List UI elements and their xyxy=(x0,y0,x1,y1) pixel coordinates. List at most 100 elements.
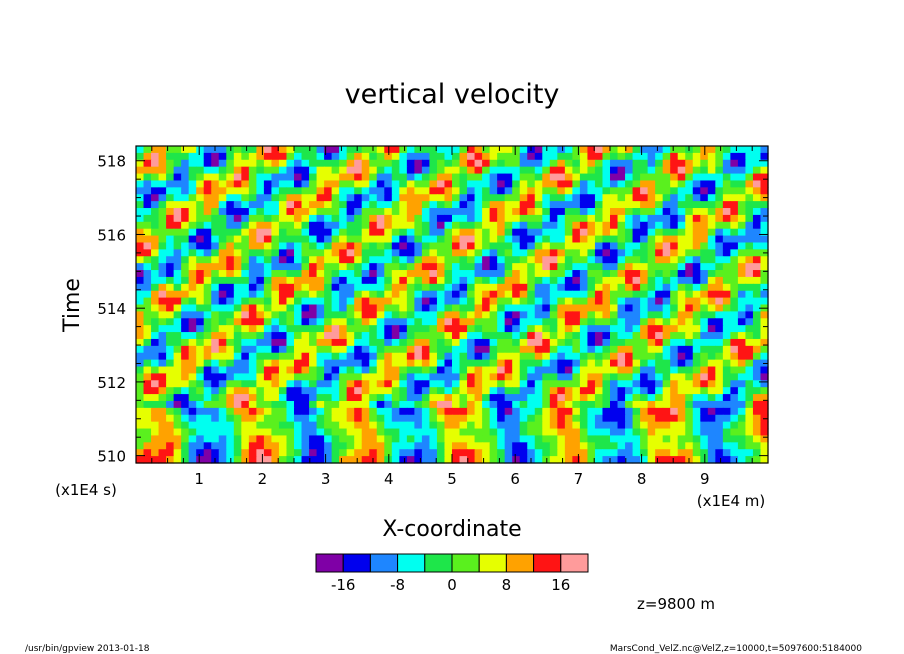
heatmap-cell xyxy=(760,228,769,237)
heatmap-cell xyxy=(354,263,363,271)
heatmap-cell xyxy=(557,373,566,381)
heatmap-cell xyxy=(256,290,265,299)
heatmap-cell xyxy=(489,221,498,230)
heatmap-cell xyxy=(610,180,619,188)
heatmap-cell xyxy=(549,228,558,237)
heatmap-cell xyxy=(482,242,491,250)
heatmap-cell xyxy=(173,449,182,457)
heatmap-cell xyxy=(677,228,686,237)
heatmap-cell xyxy=(512,194,521,202)
heatmap-cell xyxy=(203,318,212,326)
heatmap-cell xyxy=(143,304,152,312)
heatmap-cell xyxy=(752,166,762,175)
x-tick-label: 3 xyxy=(321,470,331,488)
heatmap-cell xyxy=(248,387,257,395)
heatmap-cell xyxy=(286,283,295,292)
heatmap-cell xyxy=(452,380,461,388)
heatmap-cell xyxy=(391,325,400,333)
heatmap-cell xyxy=(527,366,536,375)
heatmap-cell xyxy=(670,173,679,182)
heatmap-cell xyxy=(233,366,242,375)
heatmap-cell xyxy=(730,380,739,388)
heatmap-cell xyxy=(722,146,731,154)
heatmap-cell xyxy=(737,180,747,188)
heatmap-cell xyxy=(722,283,731,292)
heatmap-cell xyxy=(625,387,634,395)
heatmap-cell xyxy=(391,456,400,464)
heatmap-cell xyxy=(760,256,769,264)
heatmap-cell xyxy=(730,400,739,409)
heatmap-cell xyxy=(459,270,468,278)
heatmap-cell xyxy=(760,235,769,244)
heatmap-cell xyxy=(564,283,573,292)
heatmap-cell xyxy=(452,311,461,319)
heatmap-cell xyxy=(181,435,190,443)
heatmap-cell xyxy=(587,270,596,278)
heatmap-cell xyxy=(459,221,468,230)
heatmap-cell xyxy=(504,394,513,402)
heatmap-cell xyxy=(640,201,649,209)
heatmap-cell xyxy=(497,332,506,340)
heatmap-cell xyxy=(497,214,506,223)
heatmap-cell xyxy=(399,187,408,195)
heatmap-cell xyxy=(421,221,431,230)
heatmap-cell xyxy=(331,400,340,409)
heatmap-cell xyxy=(610,332,619,340)
heatmap-cell xyxy=(339,421,348,430)
heatmap-cell xyxy=(677,373,686,381)
heatmap-cell xyxy=(745,201,754,209)
heatmap-cell xyxy=(534,311,543,319)
heatmap-cell xyxy=(211,297,220,306)
heatmap-cell xyxy=(263,214,273,223)
heatmap-cell xyxy=(594,414,604,423)
heatmap-cell xyxy=(263,146,273,154)
heatmap-cell xyxy=(564,442,573,450)
heatmap-cell xyxy=(369,332,378,340)
heatmap-cell xyxy=(384,352,393,361)
heatmap-cell xyxy=(151,456,160,464)
heatmap-cell xyxy=(421,325,431,333)
heatmap-cell xyxy=(625,166,634,175)
heatmap-cell xyxy=(459,152,468,161)
heatmap-cell xyxy=(670,311,679,319)
heatmap-cell xyxy=(316,394,325,402)
heatmap-cell xyxy=(316,421,325,430)
heatmap-cell xyxy=(361,421,370,430)
heatmap-cell xyxy=(143,194,152,202)
heatmap-cell xyxy=(670,270,679,278)
heatmap-cell xyxy=(339,173,348,182)
heatmap-cell xyxy=(512,187,521,195)
heatmap-cell xyxy=(278,407,288,416)
heatmap-cell xyxy=(497,407,506,416)
heatmap-cell xyxy=(406,290,415,299)
heatmap-cell xyxy=(211,304,220,312)
heatmap-cell xyxy=(188,276,197,285)
heatmap-cell xyxy=(256,263,265,271)
heatmap-cell xyxy=(647,414,656,423)
heatmap-cell xyxy=(391,146,400,154)
heatmap-cell xyxy=(489,311,498,319)
heatmap-cell xyxy=(278,311,288,319)
heatmap-cell xyxy=(181,256,190,264)
heatmap-cell xyxy=(399,325,408,333)
heatmap-cell xyxy=(376,394,385,402)
heatmap-cell xyxy=(452,359,461,368)
heatmap-cell xyxy=(263,332,273,340)
heatmap-cell xyxy=(354,394,363,402)
heatmap-cell xyxy=(278,318,288,326)
heatmap-cell xyxy=(406,345,415,354)
heatmap-cell xyxy=(436,449,446,457)
heatmap-cell xyxy=(241,456,250,464)
heatmap-cell xyxy=(316,187,325,195)
heatmap-cell xyxy=(444,242,453,250)
heatmap-cell xyxy=(143,159,152,168)
heatmap-cell xyxy=(572,338,581,347)
heatmap-cell xyxy=(579,194,589,202)
heatmap-cell xyxy=(640,325,649,333)
heatmap-cell xyxy=(730,290,739,299)
heatmap-cell xyxy=(166,456,175,464)
heatmap-cell xyxy=(542,400,551,409)
heatmap-cell xyxy=(429,187,438,195)
heatmap-cell xyxy=(256,387,265,395)
heatmap-cell xyxy=(760,449,769,457)
